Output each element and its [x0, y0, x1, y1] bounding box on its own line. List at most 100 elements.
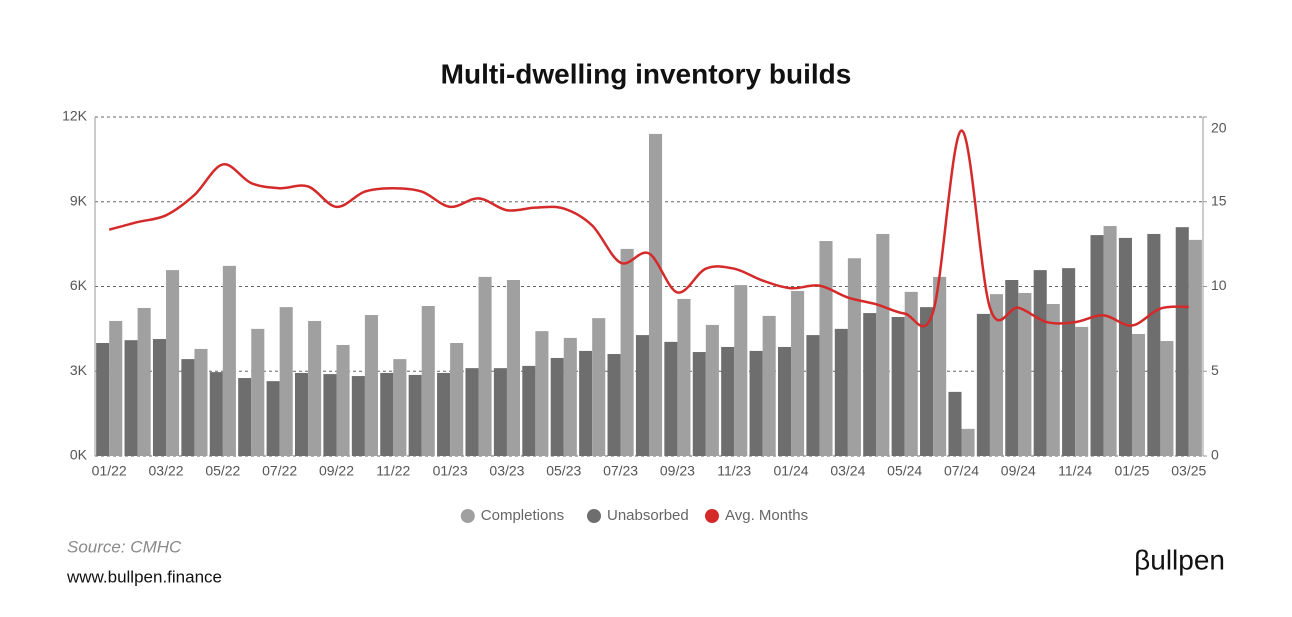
bar — [535, 331, 549, 456]
x-tick-label: 07/24 — [944, 463, 979, 479]
bar — [806, 335, 820, 456]
bar — [1160, 341, 1174, 456]
bar — [336, 344, 350, 456]
bar — [266, 381, 280, 456]
bar — [762, 315, 776, 456]
bar — [677, 298, 691, 456]
x-tick-label: 09/24 — [1001, 463, 1036, 479]
bar — [976, 313, 990, 456]
y-tick-label: 6K — [70, 277, 88, 293]
legend-marker — [460, 509, 475, 523]
bar — [279, 307, 293, 456]
bar — [777, 346, 792, 456]
legend-label: Unabsorbed — [607, 507, 689, 524]
bar — [437, 372, 451, 456]
bar — [705, 324, 719, 456]
bar — [920, 307, 934, 456]
legend-label: Avg. Months — [725, 507, 808, 524]
x-tick-label: 01/23 — [433, 463, 468, 479]
bar — [721, 346, 735, 456]
bar — [876, 233, 890, 456]
x-tick-label: 05/24 — [887, 463, 922, 479]
legend-marker — [587, 509, 601, 523]
bar — [522, 365, 536, 456]
bar — [1188, 239, 1202, 456]
bar — [1103, 226, 1117, 456]
bar — [891, 317, 905, 456]
bar — [181, 359, 195, 456]
bar — [961, 428, 975, 456]
bar — [1062, 268, 1076, 456]
x-tick-label: 03/23 — [489, 463, 524, 479]
bar — [506, 280, 521, 456]
bar — [323, 374, 337, 456]
bar — [465, 368, 479, 456]
bar — [1005, 280, 1019, 456]
bar — [1090, 235, 1104, 456]
x-tick-label: 01/24 — [774, 463, 809, 479]
bar — [847, 258, 861, 456]
bar — [863, 313, 877, 456]
y-tick-label: 12K — [62, 108, 88, 124]
y2-tick-label: 10 — [1211, 277, 1227, 293]
bar — [834, 328, 848, 456]
bar — [308, 320, 322, 456]
bar — [607, 354, 621, 456]
bar — [364, 315, 378, 456]
y2-tick-label: 0 — [1211, 447, 1219, 463]
bar — [1033, 270, 1047, 456]
y2-tick-label: 5 — [1211, 362, 1219, 378]
bar — [819, 241, 833, 456]
legend-label: Completions — [481, 507, 564, 524]
bar — [1046, 304, 1060, 456]
x-tick-label: 05/22 — [205, 463, 240, 479]
bar — [550, 357, 564, 456]
bar — [734, 285, 748, 456]
brand-logo: βullpen — [1134, 544, 1225, 575]
x-tick-label: 03/25 — [1171, 463, 1206, 479]
bar — [209, 372, 223, 456]
bar — [137, 307, 151, 456]
bar — [421, 305, 435, 456]
line — [108, 129, 1189, 328]
y-tick-label: 3K — [70, 362, 88, 378]
bar — [295, 372, 309, 456]
x-tick-label: 11/24 — [1058, 463, 1092, 479]
bar — [563, 337, 577, 456]
bar — [493, 368, 507, 456]
bar — [620, 248, 634, 456]
x-tick-label: 01/25 — [1114, 463, 1149, 479]
bar — [408, 374, 422, 456]
bar — [635, 335, 649, 456]
website: www.bullpen.finance — [66, 567, 222, 586]
legend-marker — [705, 509, 719, 523]
bar — [96, 343, 110, 456]
x-tick-label: 03/24 — [830, 463, 865, 479]
bar — [109, 320, 123, 456]
x-tick-label: 01/22 — [92, 463, 127, 479]
x-tick-label: 11/23 — [717, 463, 751, 479]
bar — [933, 276, 947, 456]
y-tick-label: 9K — [70, 192, 88, 208]
source: Source: CMHC — [67, 537, 182, 556]
bar — [222, 265, 236, 456]
bar — [989, 294, 1003, 456]
bar — [450, 343, 464, 456]
bar — [1175, 227, 1189, 456]
x-tick-label: 09/23 — [660, 463, 695, 479]
bar — [649, 133, 663, 456]
bar — [579, 350, 593, 456]
bar — [251, 328, 265, 456]
y2-tick-label: 15 — [1211, 192, 1227, 208]
bar — [904, 291, 918, 456]
x-tick-label: 09/22 — [319, 463, 354, 479]
bar — [194, 348, 208, 456]
bar — [1118, 237, 1132, 456]
bar — [592, 318, 606, 456]
bar — [478, 276, 492, 456]
bar — [152, 339, 167, 456]
bar — [1147, 233, 1161, 456]
bar — [380, 372, 394, 456]
y2-tick-label: 20 — [1211, 120, 1227, 136]
